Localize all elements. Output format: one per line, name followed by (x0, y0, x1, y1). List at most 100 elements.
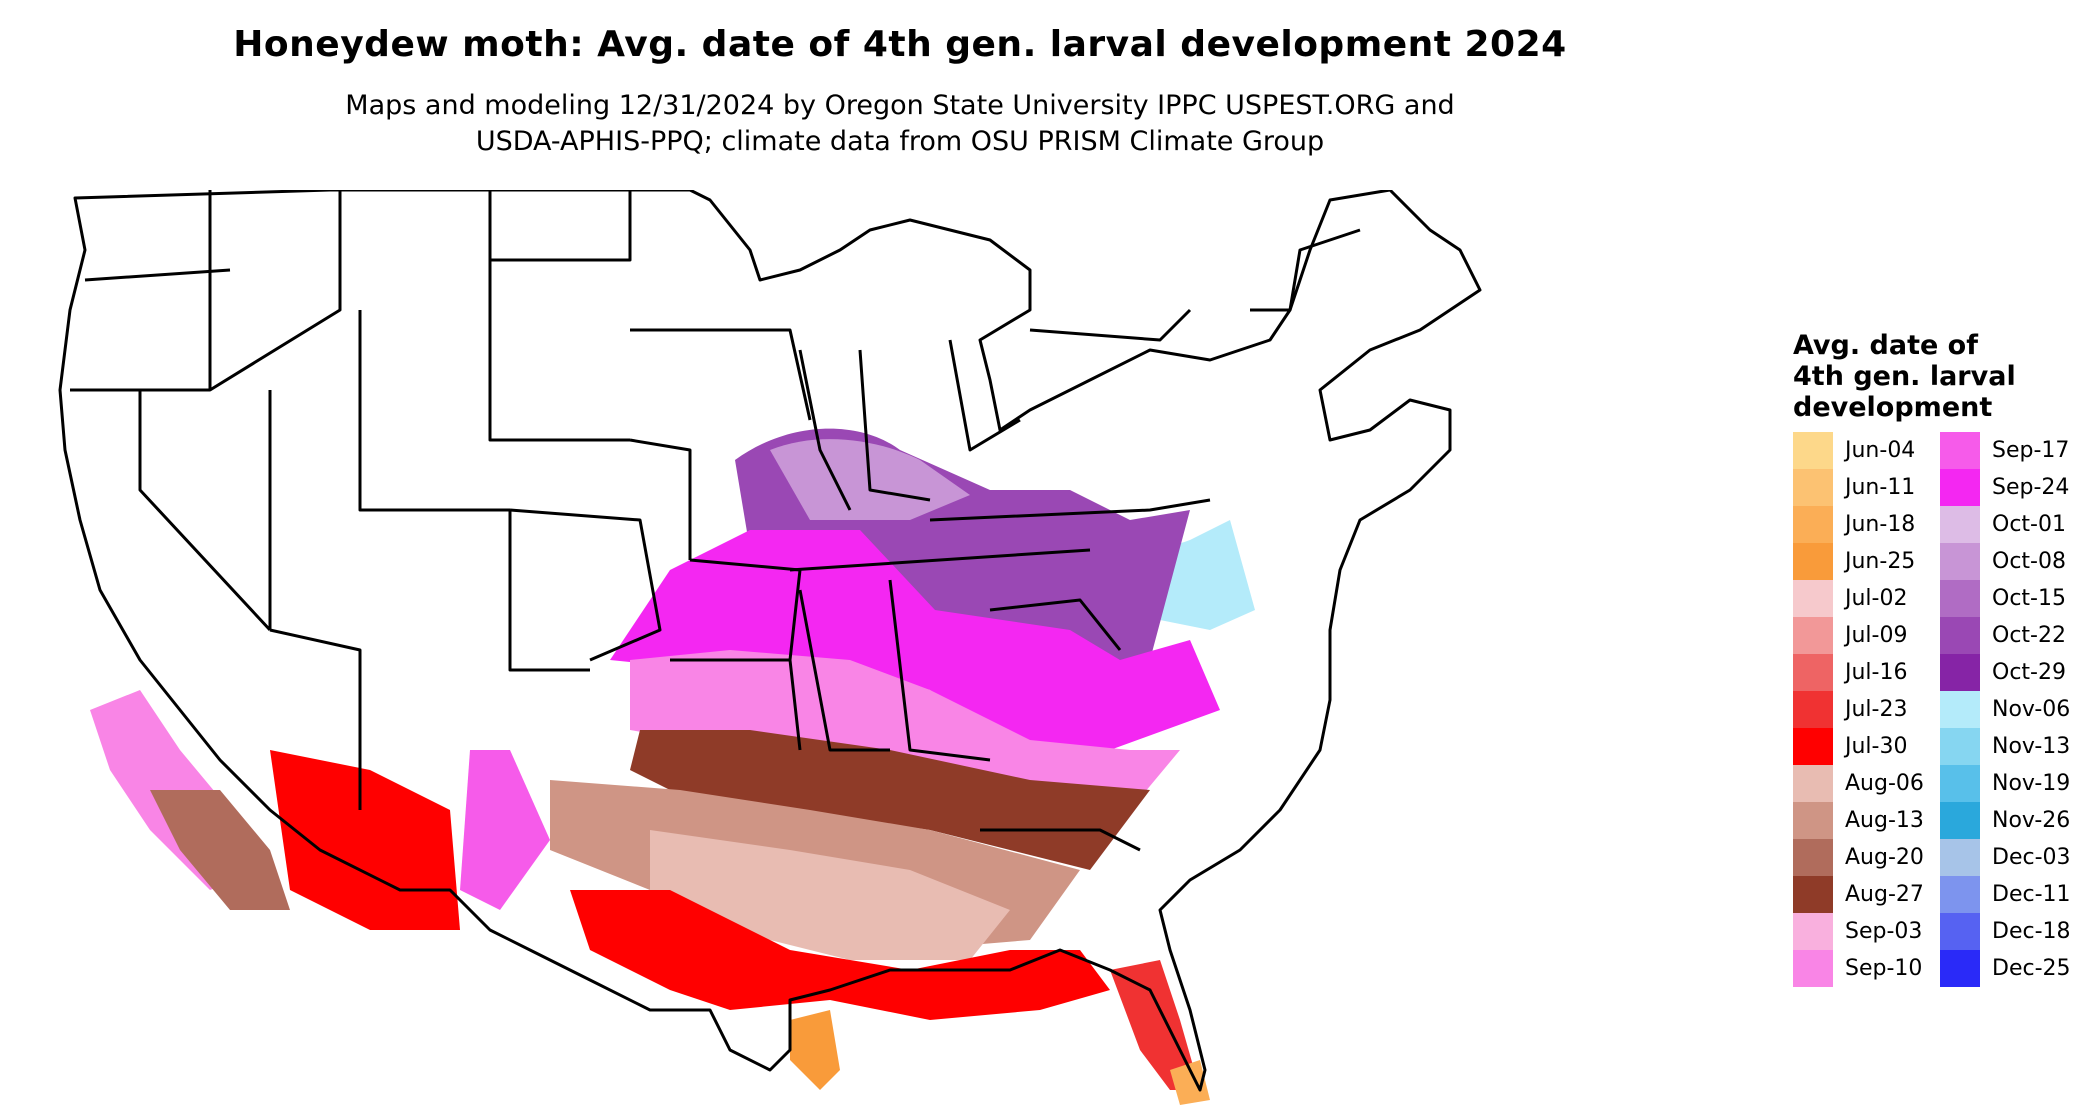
legend-item: Jun-11 (1793, 469, 1953, 506)
zone-jul-florida (1110, 960, 1200, 1090)
legend-label: Nov-06 (1992, 697, 2071, 722)
zone-sep-10 (630, 650, 1180, 810)
legend-swatch (1793, 506, 1833, 543)
legend-label: Jul-23 (1845, 697, 1908, 722)
subtitle-line-1: Maps and modeling 12/31/2024 by Oregon S… (345, 90, 1455, 121)
zone-sep-24 (610, 530, 1220, 750)
border-ia-mn (630, 328, 812, 421)
legend-swatch (1940, 913, 1980, 950)
legend-swatch (1793, 876, 1833, 913)
legend-label: Sep-10 (1845, 956, 1923, 981)
border-new-england (1250, 228, 1361, 312)
border-ut-co (358, 310, 510, 512)
zone-aug-27 (630, 730, 1150, 870)
border-tn-ky (789, 548, 1091, 572)
legend-label: Sep-03 (1845, 919, 1923, 944)
legend-title-line-1: Avg. date of (1793, 330, 1978, 361)
legend-item: Sep-03 (1793, 913, 1953, 950)
legend-item: Nov-06 (1940, 691, 2100, 728)
legend-label: Dec-18 (1992, 919, 2071, 944)
legend-swatch (1793, 765, 1833, 802)
legend-swatch (1940, 617, 1980, 654)
legend-swatch (1940, 876, 1980, 913)
legend-item: Sep-10 (1793, 950, 1953, 987)
state-boundaries (58, 190, 1482, 1092)
legend-swatch (1793, 728, 1833, 765)
legend-label: Nov-13 (1992, 734, 2071, 759)
legend-item: Dec-03 (1940, 839, 2100, 876)
legend-swatch (1793, 913, 1833, 950)
legend-item: Aug-06 (1793, 765, 1953, 802)
border-ok-tx (509, 508, 662, 662)
border-oh-pa (948, 339, 1021, 452)
legend-label: Sep-17 (1992, 438, 2070, 463)
legend-item: Dec-25 (1940, 950, 2100, 987)
map-title: Honeydew moth: Avg. date of 4th gen. lar… (233, 24, 1567, 65)
legend-item: Oct-08 (1940, 543, 2100, 580)
border-il-in (798, 349, 852, 511)
zone-jun-texas (790, 1010, 840, 1090)
border-ny-pa (1029, 308, 1192, 342)
us-map (58, 190, 1482, 1105)
legend-swatch (1940, 506, 1980, 543)
border-in-oh (858, 349, 931, 502)
legend-swatch (1940, 765, 1980, 802)
legend-item: Jun-04 (1793, 432, 1953, 469)
legend-swatch (1793, 617, 1833, 654)
legend-item: Jun-25 (1793, 543, 1953, 580)
development-zones (90, 428, 1255, 1105)
legend-item: Jul-09 (1793, 617, 1953, 654)
legend-item: Aug-20 (1793, 839, 1953, 876)
legend-label: Aug-27 (1845, 882, 1924, 907)
border-al-ga (888, 579, 991, 762)
legend-title: Avg. date of 4th gen. larval development (1793, 330, 2016, 423)
legend-label: Jul-09 (1845, 623, 1908, 648)
legend-item: Oct-15 (1940, 580, 2100, 617)
zone-jun-florida (1170, 1060, 1210, 1105)
legend-item: Nov-13 (1940, 728, 2100, 765)
legend-swatch (1793, 839, 1833, 876)
legend-label: Oct-08 (1992, 549, 2066, 574)
zone-nm-magenta (460, 750, 550, 910)
legend-item: Aug-27 (1793, 876, 1953, 913)
legend-label: Jul-30 (1845, 734, 1908, 759)
legend-swatch (1940, 950, 1980, 987)
legend-swatch (1940, 728, 1980, 765)
map-subtitle: Maps and modeling 12/31/2024 by Oregon S… (0, 88, 1800, 160)
border-ga-fl (980, 828, 1141, 852)
legend-label: Nov-26 (1992, 808, 2071, 833)
legend-label: Jun-11 (1845, 475, 1916, 500)
legend-label: Oct-01 (1992, 512, 2066, 537)
border-va-nc (929, 498, 1211, 522)
legend-label: Oct-29 (1992, 660, 2066, 685)
legend-item: Dec-11 (1940, 876, 2100, 913)
legend-label: Jun-04 (1845, 438, 1916, 463)
legend-label: Aug-20 (1845, 845, 1924, 870)
legend-label: Jul-16 (1845, 660, 1908, 685)
border-ks-mo (629, 438, 692, 560)
legend-item: Dec-18 (1940, 913, 2100, 950)
legend-label: Aug-06 (1845, 771, 1924, 796)
legend-label: Jun-25 (1845, 549, 1916, 574)
legend-swatch (1793, 691, 1833, 728)
legend-label: Sep-24 (1992, 475, 2070, 500)
legend-swatch (1793, 543, 1833, 580)
border-ms-al (798, 589, 890, 752)
border-co-ne (488, 260, 630, 442)
legend-item: Jul-02 (1793, 580, 1953, 617)
legend-swatch (1940, 432, 1980, 469)
border-id-mt (208, 190, 342, 392)
zone-jul-30 (570, 890, 1110, 1020)
border-az-nm (269, 628, 362, 810)
legend-item: Sep-24 (1940, 469, 2100, 506)
legend-swatch (1793, 654, 1833, 691)
legend-swatch (1940, 839, 1980, 876)
border-ar-la (670, 658, 802, 751)
legend-swatch (1940, 543, 1980, 580)
legend-label: Dec-25 (1992, 956, 2071, 981)
legend-item: Jul-30 (1793, 728, 1953, 765)
legend-label: Oct-15 (1992, 586, 2066, 611)
legend-item: Sep-17 (1940, 432, 2100, 469)
legend-label: Dec-03 (1992, 845, 2071, 870)
legend-title-line-2: 4th gen. larval (1793, 361, 2016, 392)
